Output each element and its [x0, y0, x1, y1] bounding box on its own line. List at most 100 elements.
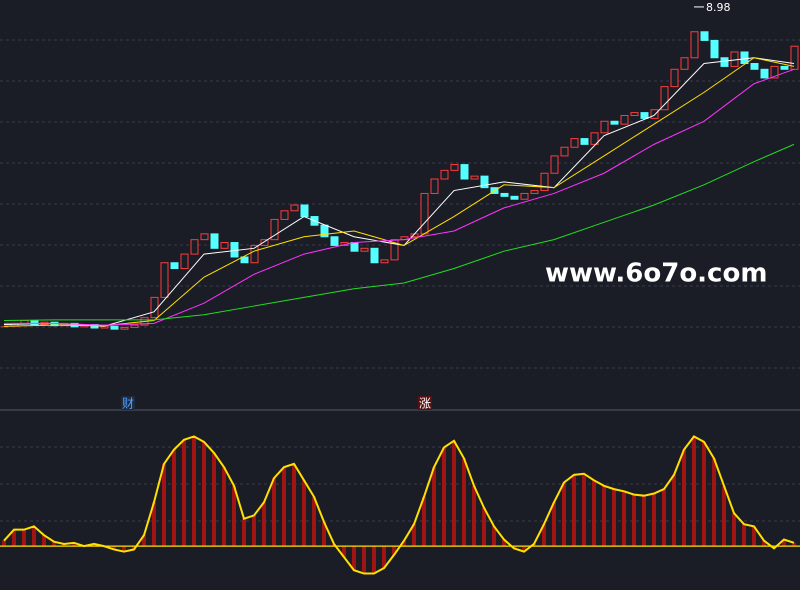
candle: [440, 169, 449, 180]
marker-box: [418, 396, 432, 410]
candle: [520, 192, 529, 200]
indicator-bar: [522, 546, 526, 552]
indicator-bar: [52, 541, 56, 547]
indicator-bar: [282, 467, 286, 547]
indicator-bar: [552, 502, 556, 547]
candle: [780, 65, 789, 70]
candle: [130, 324, 139, 328]
candle: [610, 120, 619, 125]
candle: [210, 233, 219, 249]
indicator-bar: [252, 515, 256, 547]
marker-box: [121, 396, 135, 410]
indicator-bar: [402, 540, 406, 547]
candle: [640, 112, 649, 119]
indicator-bar: [632, 494, 636, 547]
candle: [260, 239, 269, 246]
indicator-bar: [372, 546, 376, 574]
candle: [760, 68, 769, 79]
indicator-bar: [112, 546, 116, 550]
indicator-bar: [192, 436, 196, 547]
candle: [270, 218, 279, 241]
indicator-bar: [392, 546, 396, 555]
candle: [690, 31, 699, 59]
indicator-bar: [322, 522, 326, 547]
indicator-bar: [492, 526, 496, 547]
candle: [450, 164, 459, 171]
indicator-bar: [222, 467, 226, 547]
candle: [230, 242, 239, 258]
indicator-bar: [482, 507, 486, 547]
indicator-bar: [32, 526, 36, 547]
indicator-bar: [642, 495, 646, 547]
candle: [250, 244, 259, 264]
indicator-bar: [472, 485, 476, 547]
indicator-bar: [302, 480, 306, 547]
candle: [380, 259, 389, 264]
candle: [220, 242, 229, 249]
indicator-bar: [152, 502, 156, 547]
indicator-bar: [652, 493, 656, 547]
indicator-bar: [22, 529, 26, 547]
candle: [420, 192, 429, 235]
candle: [240, 256, 249, 264]
indicator-bar: [792, 542, 796, 547]
indicator-bar: [72, 542, 76, 547]
candle: [330, 236, 339, 246]
indicator-bar: [702, 441, 706, 547]
indicator-bar: [562, 482, 566, 547]
indicator-bar: [582, 473, 586, 547]
candle: [300, 204, 309, 218]
indicator-bar: [42, 535, 46, 547]
indicator-bar: [382, 546, 386, 569]
indicator-bar: [732, 513, 736, 547]
candle: [540, 172, 549, 192]
indicator-bar: [312, 496, 316, 547]
indicator-bar: [722, 485, 726, 547]
indicator-bar: [182, 439, 186, 547]
indicator-bar: [292, 463, 296, 547]
candle: [630, 112, 639, 116]
watermark: www.6o7o.com: [545, 259, 767, 289]
indicator-bar: [162, 463, 166, 547]
indicator-bar: [362, 546, 366, 574]
indicator-bar: [712, 458, 716, 547]
candle: [590, 132, 599, 145]
indicator-bar: [342, 546, 346, 558]
indicator-bar: [592, 480, 596, 547]
indicator-panel: [0, 435, 800, 575]
indicator-bar: [672, 474, 676, 547]
candle: [740, 51, 749, 65]
indicator-bar: [622, 491, 626, 547]
candle: [180, 253, 189, 270]
indicator-bar: [122, 546, 126, 552]
indicator-bar: [542, 524, 546, 547]
indicator-bar: [62, 543, 66, 547]
marker: 涨: [419, 396, 431, 411]
candle: [500, 192, 509, 197]
marker: 财: [122, 397, 134, 411]
indicator-bar: [612, 489, 616, 547]
indicator-bar: [462, 458, 466, 547]
indicator-bar: [422, 496, 426, 547]
candle: [730, 51, 739, 67]
candle: [560, 146, 569, 157]
candle: [280, 210, 289, 220]
candle: [290, 204, 299, 212]
indicator-bar: [352, 546, 356, 571]
candle: [390, 239, 399, 261]
moving-average: [3, 143, 795, 321]
indicator-bar: [142, 535, 146, 547]
candle: [190, 239, 199, 255]
indicator-bar: [432, 467, 436, 547]
candle: [770, 65, 779, 79]
indicator-line: [3, 435, 795, 575]
indicator-bar: [762, 540, 766, 547]
candle: [680, 57, 689, 70]
candle: [700, 31, 709, 41]
candle: [550, 155, 559, 174]
indicator-bar: [202, 441, 206, 547]
candle: [650, 109, 659, 119]
candle: [110, 325, 119, 330]
indicator-bar: [242, 518, 246, 547]
